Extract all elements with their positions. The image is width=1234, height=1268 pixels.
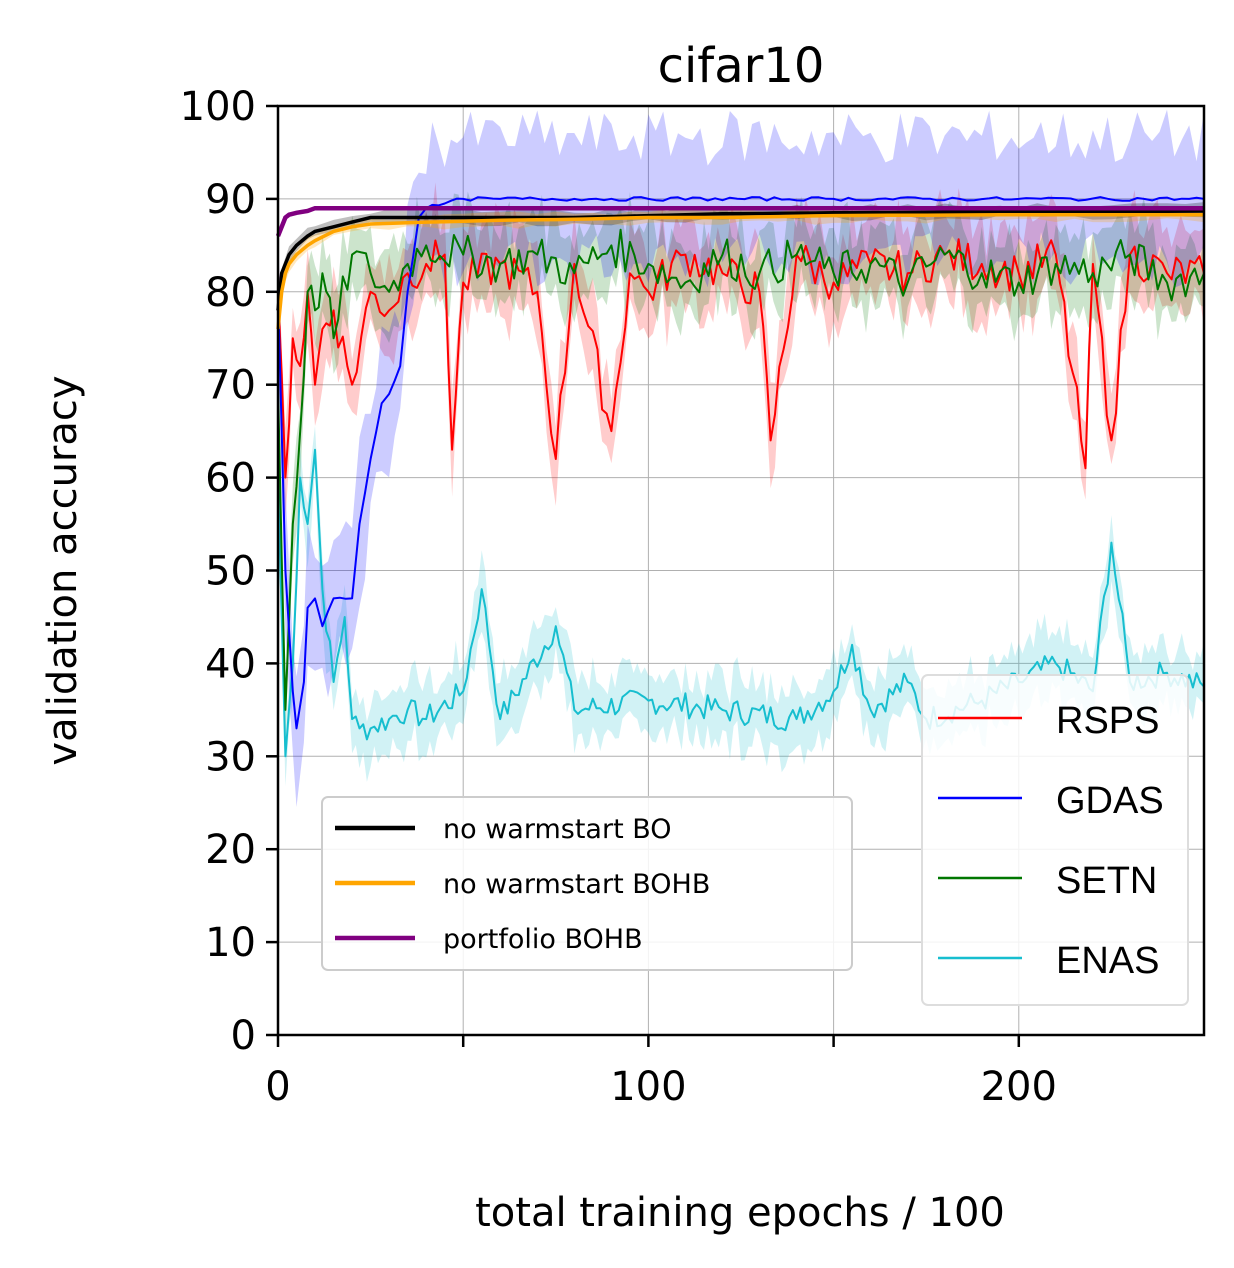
band-gdas: [278, 109, 1204, 808]
series-line-setn: [277, 228, 1205, 711]
legend-left-box: [321, 796, 853, 971]
x-tick-label: 0: [265, 1064, 290, 1110]
y-tick-label: 70: [205, 363, 256, 409]
legend-nas-methods: RSPS GDAS SETN ENAS: [921, 674, 1189, 1006]
series-line-portfolio-bohb: [275, 205, 1204, 237]
legend-optimizers: no warmstart BO no warmstart BOHB portfoli…: [321, 796, 853, 971]
y-tick-label: 90: [205, 177, 256, 223]
y-tick-label: 30: [205, 734, 256, 780]
legend-label-rsps: RSPS: [1056, 700, 1159, 742]
legend-label-enas: ENAS: [1056, 940, 1159, 982]
legend-right-box: [921, 674, 1189, 1006]
legend-label-no-warmstart-bo: no warmstart BO: [443, 814, 672, 845]
series-line-gdas: [277, 196, 1205, 730]
y-tick-label: 20: [205, 827, 256, 873]
series-line-no-warmstart-bo: [276, 209, 1205, 311]
y-tick-label: 40: [205, 641, 256, 687]
legend-label-setn: SETN: [1056, 860, 1157, 902]
band-setn: [278, 191, 1204, 744]
x-tick-label: 200: [981, 1064, 1057, 1110]
legend-label-gdas: GDAS: [1056, 780, 1164, 822]
y-axis-label: validation accuracy: [40, 375, 86, 765]
series-line-no-warmstart-bohb: [276, 212, 1204, 330]
y-tick-label: 0: [231, 1013, 256, 1059]
y-tick-label: 10: [205, 920, 256, 966]
series-line-rsps: [277, 238, 1205, 479]
y-tick-label: 60: [205, 456, 256, 502]
series-lines: [275, 196, 1205, 758]
legend-label-no-warmstart-bohb: no warmstart BOHB: [443, 869, 710, 900]
axis-ticks: 0 10 20 30 40 50 60 70 80 90 100 0 100 200: [180, 84, 1057, 1110]
series-line-enas: [277, 448, 1205, 758]
legend-label-portfolio-bohb: portfolio BOHB: [443, 924, 643, 955]
chart-title: cifar10: [658, 38, 825, 94]
y-tick-label: 100: [180, 84, 256, 130]
band-rsps: [278, 182, 1204, 520]
band-no-warmstart-bohb: [278, 205, 1204, 335]
x-axis-label: total training epochs / 100: [475, 1190, 1005, 1236]
y-tick-label: 80: [205, 270, 256, 316]
x-tick-label: 100: [610, 1064, 686, 1110]
y-tick-label: 50: [205, 549, 256, 595]
